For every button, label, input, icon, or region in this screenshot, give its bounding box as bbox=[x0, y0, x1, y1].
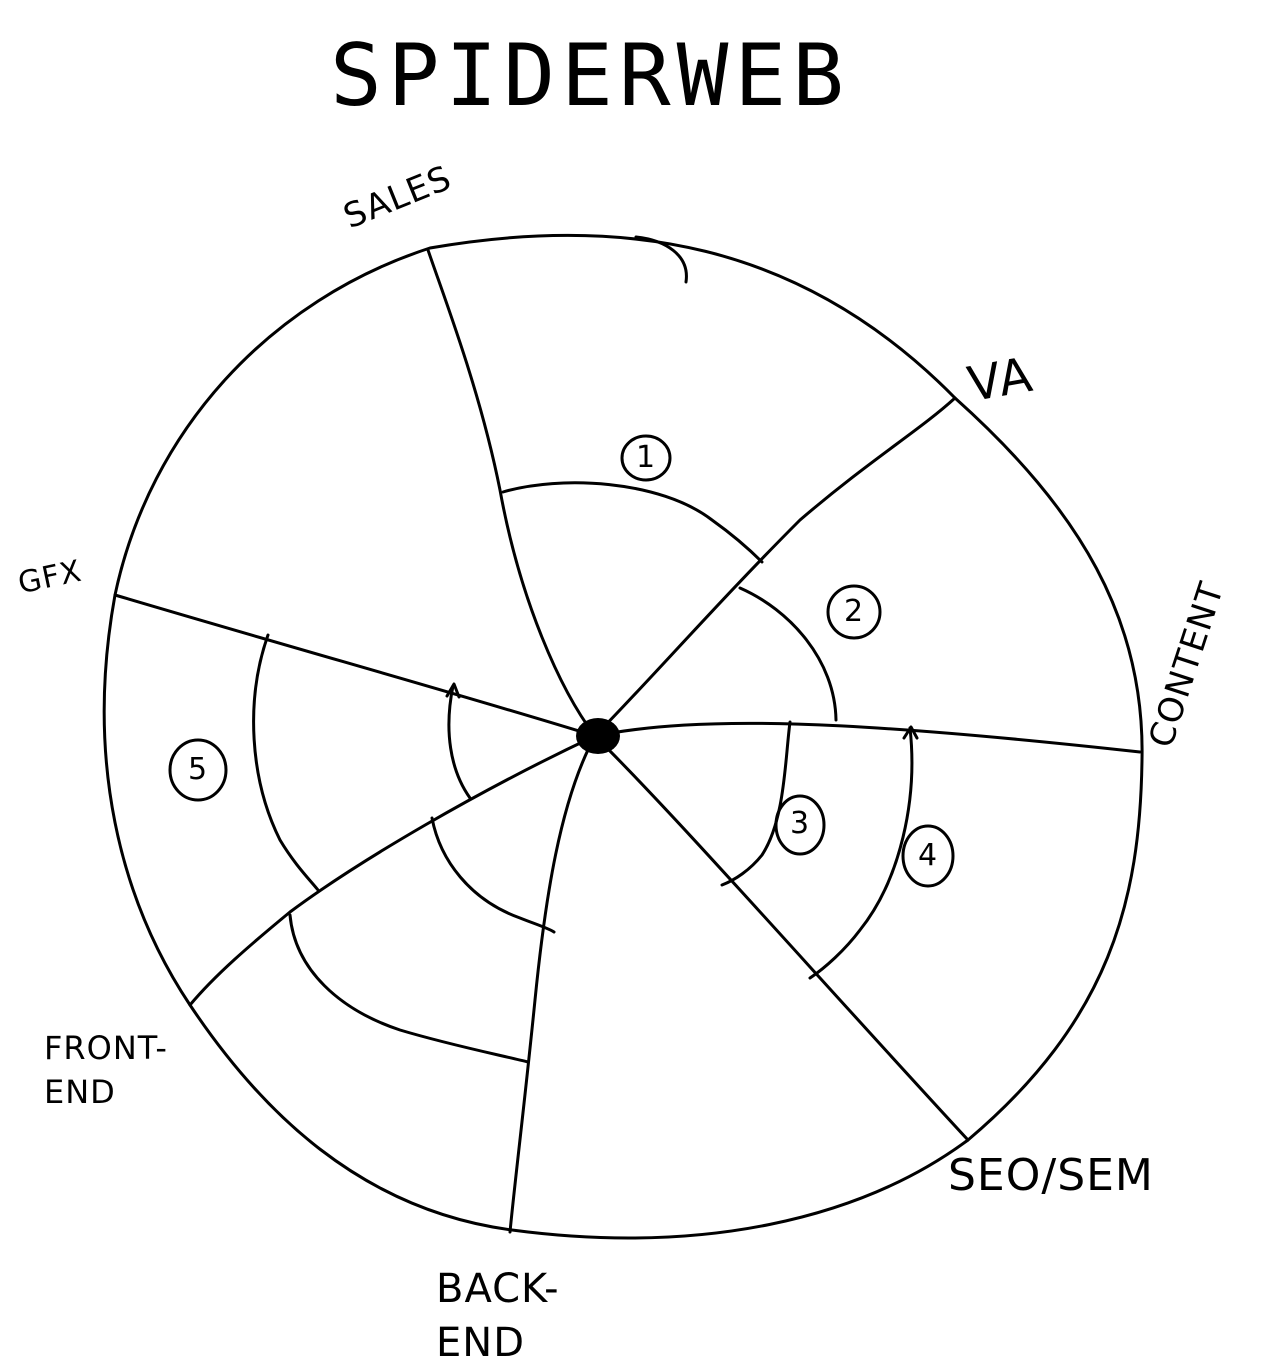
arc-1 bbox=[501, 481, 764, 564]
spoke-line-frontend bbox=[188, 734, 597, 1007]
spoke-line-gfx bbox=[113, 593, 597, 738]
spoke-label-backend: BACK- END bbox=[436, 1266, 560, 1366]
spoke-line-content bbox=[593, 721, 1142, 754]
spoke-label-seo: SEO/SEM bbox=[948, 1150, 1154, 1201]
marker-number-1: 1 bbox=[635, 440, 657, 475]
top-accent-arc bbox=[634, 235, 688, 284]
spoke-line-seo bbox=[593, 734, 970, 1142]
spoke-line-va bbox=[593, 396, 957, 738]
arc-4 bbox=[808, 726, 914, 980]
arc-5-outer bbox=[252, 633, 320, 892]
marker-circle-3 bbox=[774, 794, 826, 856]
outer-boundary bbox=[102, 233, 1144, 1240]
arrowhead-5 bbox=[445, 682, 461, 699]
marker-number-5: 5 bbox=[187, 752, 209, 787]
arc-frontend-backend-outer bbox=[288, 913, 530, 1064]
marker-circle-4 bbox=[901, 824, 955, 888]
diagram-title: SPIDERWEB bbox=[330, 26, 850, 126]
marker-number-3: 3 bbox=[789, 806, 811, 841]
arc-2 bbox=[738, 586, 838, 722]
spoke-line-sales bbox=[426, 248, 597, 738]
marker-circle-5 bbox=[168, 738, 228, 802]
marker-circle-1 bbox=[620, 434, 672, 482]
spoke-line-backend bbox=[508, 734, 597, 1234]
marker-number-2: 2 bbox=[843, 594, 865, 629]
arc-3 bbox=[720, 720, 792, 887]
arc-5-inner bbox=[447, 684, 472, 800]
spoke-label-va: VA bbox=[963, 346, 1037, 414]
arc-frontend-backend-inner bbox=[430, 816, 556, 934]
marker-number-4: 4 bbox=[917, 838, 939, 873]
marker-circle-2 bbox=[826, 584, 882, 640]
arrowhead-4 bbox=[902, 725, 919, 740]
center-hub bbox=[576, 718, 620, 754]
spoke-label-frontend: FRONT- END bbox=[44, 1029, 168, 1111]
